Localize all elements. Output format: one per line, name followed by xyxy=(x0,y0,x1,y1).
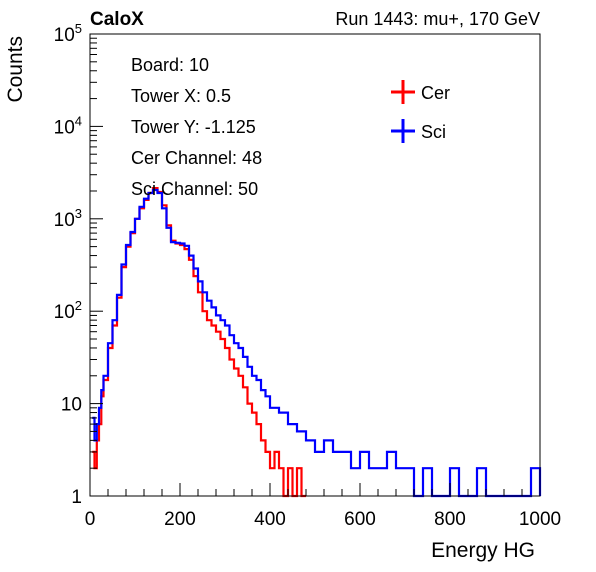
x-tick-label: 1000 xyxy=(519,509,561,530)
legend-label-cer: Cer xyxy=(421,83,450,103)
series-line-sci xyxy=(92,188,542,498)
x-tick-label: 800 xyxy=(434,509,466,530)
y-tick-label: 104 xyxy=(54,113,82,138)
y-tick-label: 10 xyxy=(61,395,82,416)
series-layer xyxy=(92,187,542,498)
x-tick-label: 400 xyxy=(254,509,286,530)
info-line: Tower Y: -1.125 xyxy=(131,117,256,137)
legend-label-sci: Sci xyxy=(421,122,446,142)
y-tick-label: 103 xyxy=(54,206,82,231)
x-tick-label: 0 xyxy=(85,509,96,530)
x-axis-label: Energy HG xyxy=(431,539,535,562)
chart-header-right: Run 1443: mu+, 170 GeV xyxy=(335,9,540,29)
info-line: Sci Channel: 50 xyxy=(131,179,258,199)
info-line: Board: 10 xyxy=(131,55,209,75)
y-tick-label: 102 xyxy=(54,298,82,323)
legend: Cer Sci xyxy=(391,80,450,143)
info-line: Tower X: 0.5 xyxy=(131,86,231,106)
plot-frame xyxy=(89,33,541,497)
y-tick-label: 1 xyxy=(71,487,82,508)
y-axis: 1 10 102 103 104 105 xyxy=(54,21,103,508)
x-tick-label: 200 xyxy=(164,509,196,530)
series-line-cer xyxy=(92,187,306,498)
y-axis-label: Counts xyxy=(4,36,27,103)
x-axis: 0 200 400 600 800 1000 xyxy=(85,483,561,530)
info-box: Board: 10 Tower X: 0.5 Tower Y: -1.125 Cer … xyxy=(131,55,262,199)
x-tick-label: 600 xyxy=(344,509,376,530)
chart-header-left: CaloX xyxy=(90,9,144,30)
info-line: Cer Channel: 48 xyxy=(131,148,262,168)
y-tick-label: 105 xyxy=(54,21,82,46)
